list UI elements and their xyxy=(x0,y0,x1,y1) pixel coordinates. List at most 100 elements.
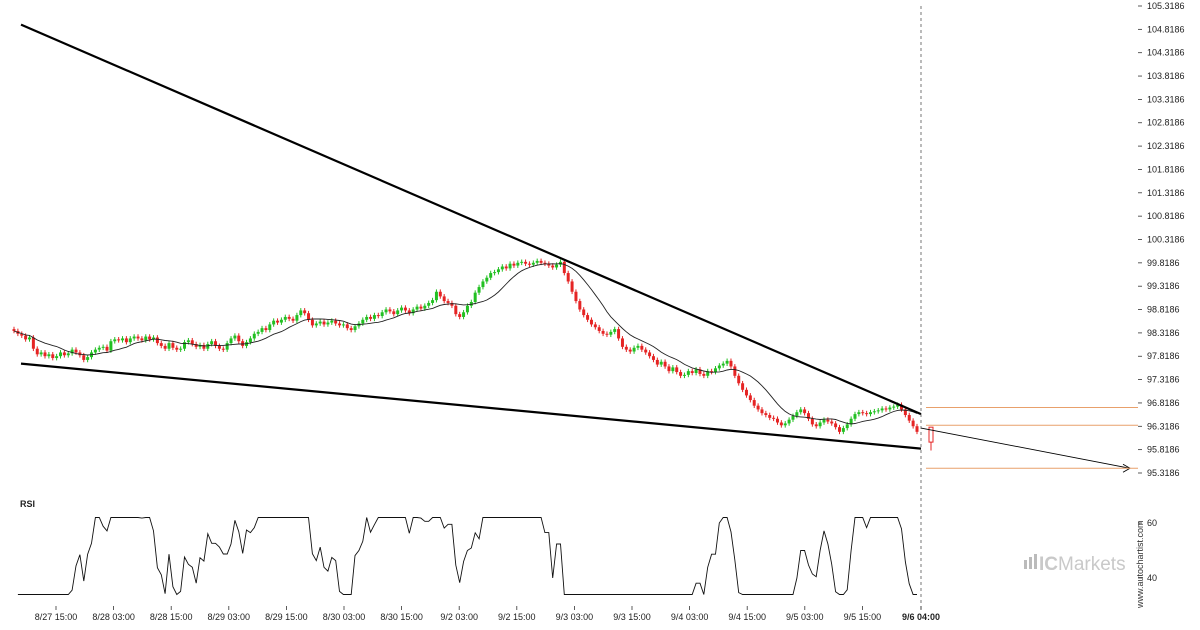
candle-body xyxy=(175,347,179,350)
candle-body xyxy=(419,306,423,309)
price-tick-label: 99.8186 xyxy=(1147,258,1180,268)
time-tick-label: 8/29 15:00 xyxy=(265,612,308,622)
candle-body xyxy=(434,291,438,301)
rsi-line xyxy=(17,517,917,596)
candle-body xyxy=(225,343,229,350)
candle-body xyxy=(252,333,256,339)
price-tick-label: 96.8186 xyxy=(1147,398,1180,408)
candle-body xyxy=(132,336,136,339)
candle-body xyxy=(698,369,702,374)
candle-body xyxy=(43,352,47,357)
candle-body xyxy=(907,415,911,421)
candle-body xyxy=(795,412,799,416)
candle-body xyxy=(748,395,752,401)
wedge-upper-trendline xyxy=(20,23,922,416)
candle-body xyxy=(655,359,659,365)
candle-body xyxy=(206,344,210,349)
candle-body xyxy=(915,426,919,432)
candle-body xyxy=(35,348,39,355)
candle-body xyxy=(752,400,756,406)
candle-body xyxy=(28,337,32,340)
candle-body xyxy=(725,360,729,364)
candle-body xyxy=(865,413,869,415)
candle-body xyxy=(24,335,28,340)
candle-body xyxy=(717,365,721,369)
candle-body xyxy=(365,316,369,320)
candle-body xyxy=(841,428,845,432)
candle-body xyxy=(276,320,280,323)
time-tick-label: 9/3 03:00 xyxy=(556,612,594,622)
price-tick-label: 100.8186 xyxy=(1147,211,1185,221)
candle-body xyxy=(814,424,818,427)
time-tick-label: 9/2 03:00 xyxy=(440,612,478,622)
level-lines xyxy=(926,407,1138,469)
rsi-tick-label: 40 xyxy=(1147,573,1157,583)
candle-body xyxy=(756,405,760,410)
candle-body xyxy=(620,338,624,347)
candle-body xyxy=(822,419,826,423)
candle-body xyxy=(527,263,531,265)
candle-body xyxy=(911,420,915,427)
candle-body xyxy=(803,409,807,414)
candle-body xyxy=(349,328,353,331)
candle-body xyxy=(896,404,900,407)
candle-body xyxy=(264,328,268,331)
candle-body xyxy=(764,413,768,416)
candle-body xyxy=(86,357,90,360)
candle-body xyxy=(384,309,388,313)
candle-body xyxy=(93,349,97,353)
candle-body xyxy=(140,338,144,341)
candle-body xyxy=(465,305,469,313)
candle-body xyxy=(651,356,655,360)
candle-body xyxy=(214,341,218,346)
candle-body xyxy=(403,307,407,311)
candle-body xyxy=(582,309,586,316)
forecast-line xyxy=(920,427,1131,469)
candle-body xyxy=(721,363,725,366)
candle-body xyxy=(59,352,63,357)
time-tick-label: 8/29 03:00 xyxy=(208,612,251,622)
candle-body xyxy=(578,301,582,310)
candle-body xyxy=(702,373,706,376)
candle-body xyxy=(853,414,857,419)
time-tick-label: 8/28 03:00 xyxy=(92,612,135,622)
candle-body xyxy=(710,371,714,373)
candle-body xyxy=(566,273,570,282)
candle-body xyxy=(729,360,733,367)
candle-body xyxy=(295,315,299,321)
candle-body xyxy=(345,324,349,329)
time-tick-label: 8/27 15:00 xyxy=(35,612,78,622)
candle-body xyxy=(392,311,396,315)
candle-body xyxy=(144,336,148,341)
candle-body xyxy=(458,314,462,317)
candle-body xyxy=(415,306,419,310)
candle-body xyxy=(830,421,834,424)
price-axis: 105.3186 104.8186 104.3186 103.8186 103.3186… xyxy=(1138,1,1185,478)
price-tick-label: 100.3186 xyxy=(1147,234,1185,244)
candle-body xyxy=(237,335,241,342)
candle-body xyxy=(671,367,675,372)
candle-body xyxy=(438,291,442,297)
candle-body xyxy=(760,409,764,414)
candle-body xyxy=(148,336,152,340)
icmarkets-logo: ICMarkets xyxy=(1024,554,1126,575)
candle-body xyxy=(47,354,51,357)
candle-body xyxy=(194,344,198,347)
candle-body xyxy=(613,329,617,332)
moving-average xyxy=(13,263,918,425)
candle-body xyxy=(733,366,737,376)
candle-body xyxy=(322,321,326,325)
candle-body xyxy=(411,309,415,314)
candle-body xyxy=(543,262,547,264)
candle-body xyxy=(504,266,508,269)
candle-body xyxy=(442,296,446,302)
candle-body xyxy=(690,371,694,373)
candle-body xyxy=(876,410,880,412)
candle-body xyxy=(818,422,822,427)
candle-body xyxy=(628,349,632,352)
candle-body xyxy=(868,412,872,415)
candle-body xyxy=(496,269,500,273)
time-tick-label: 8/30 15:00 xyxy=(380,612,423,622)
pattern-lines xyxy=(20,23,1131,473)
candle-body xyxy=(163,345,167,349)
